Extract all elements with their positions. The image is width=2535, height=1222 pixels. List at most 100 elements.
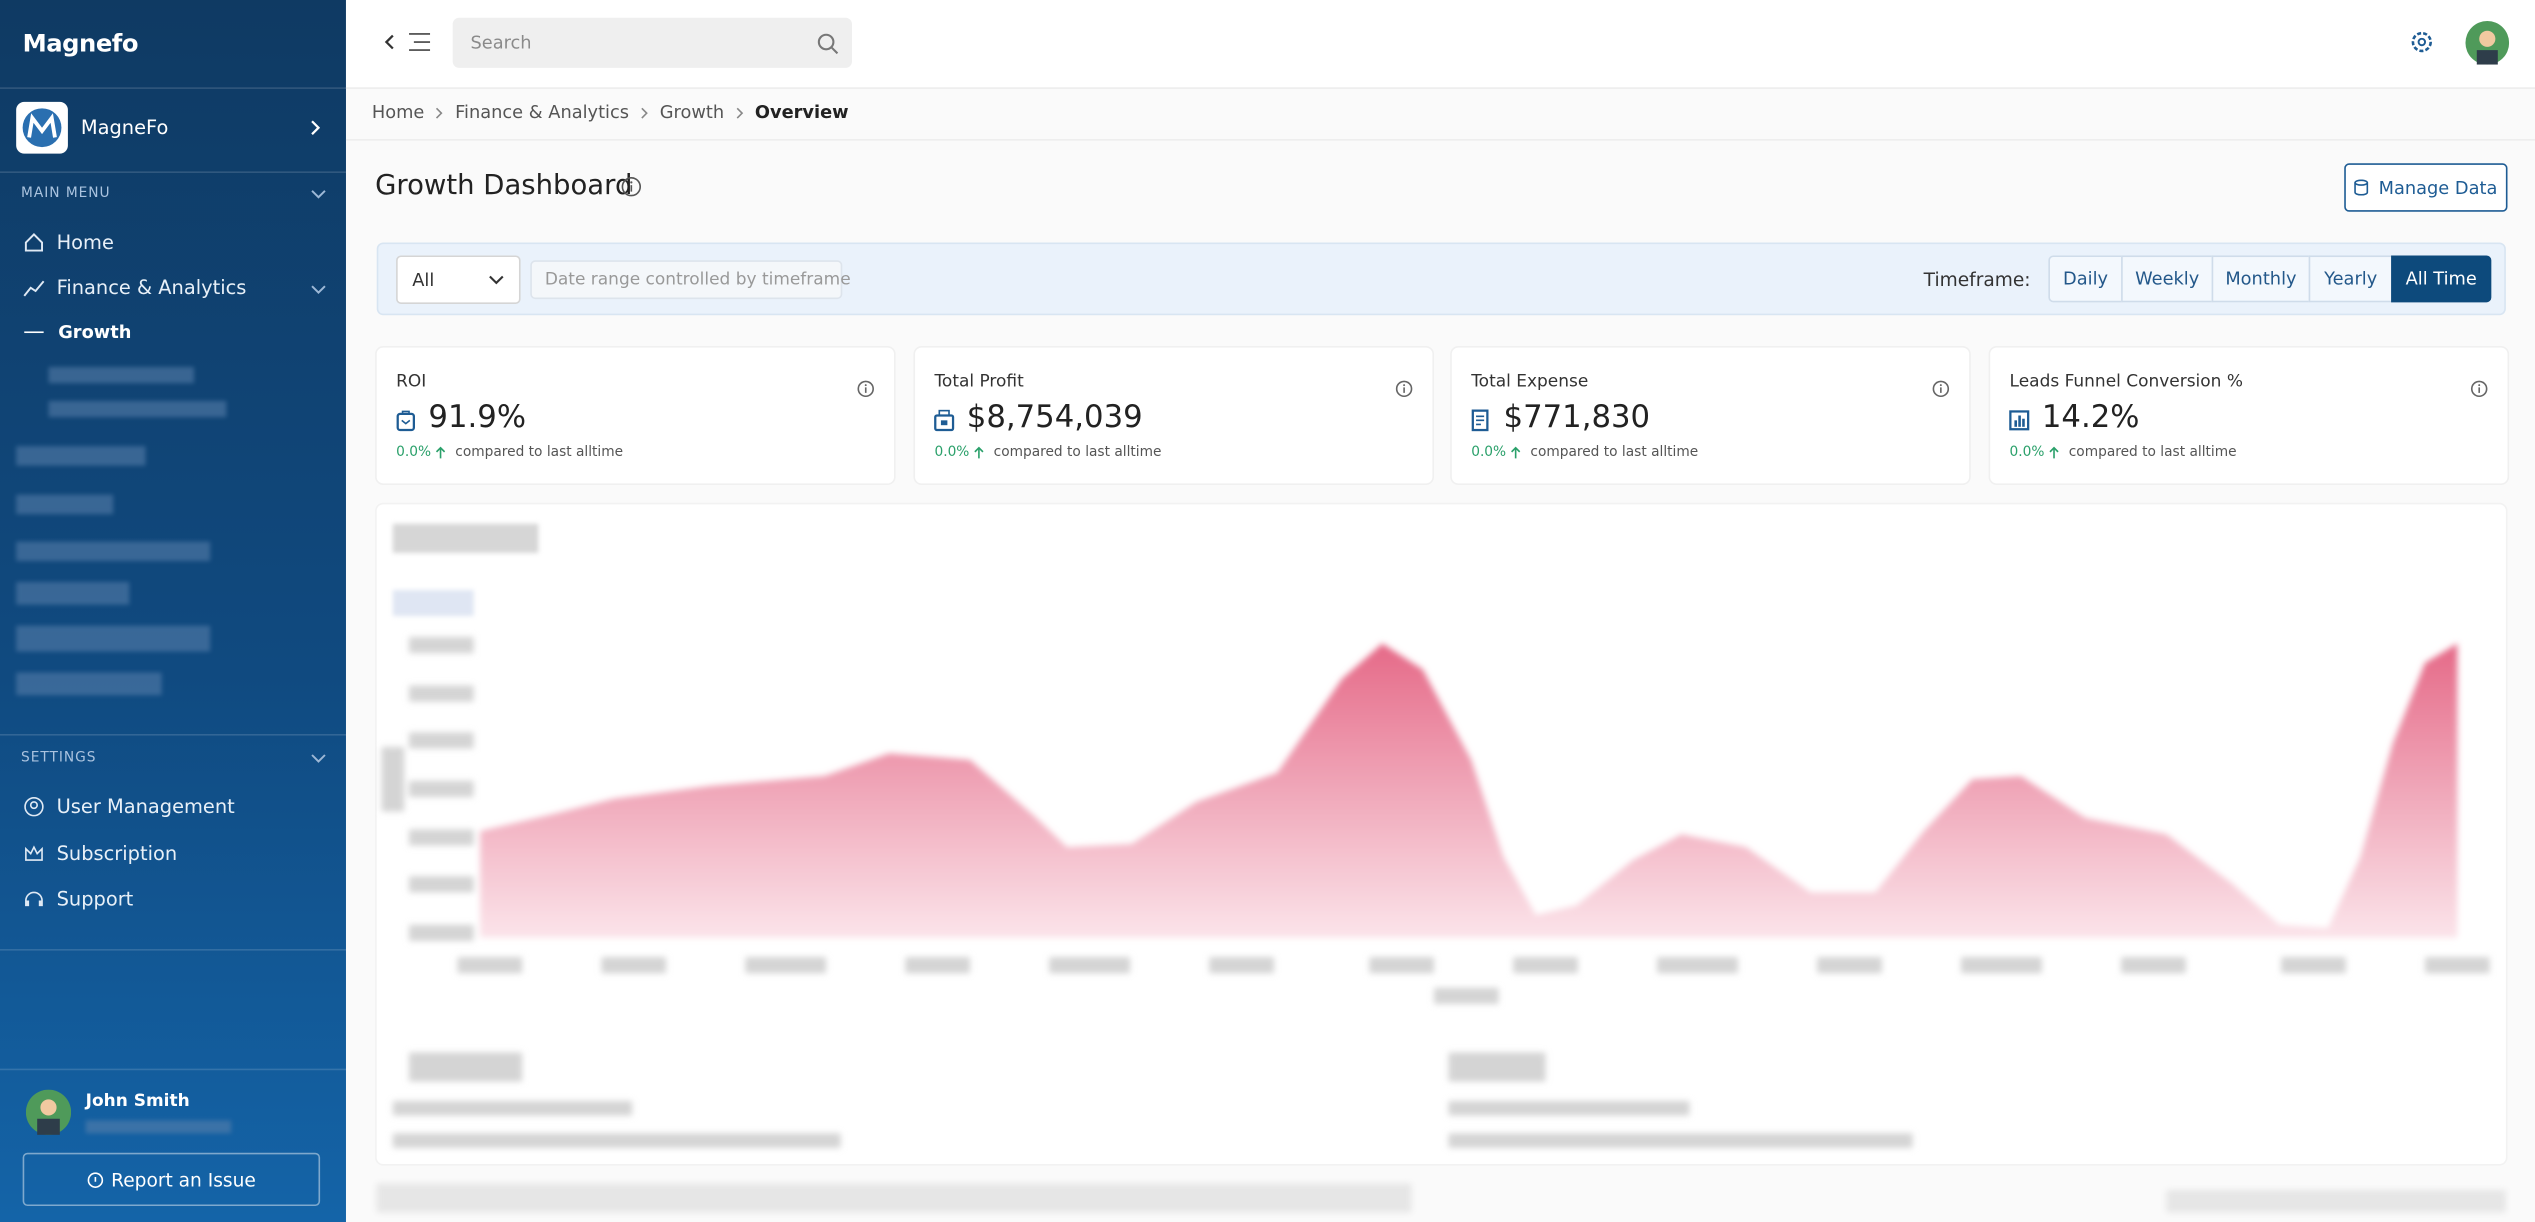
- kpi-change-row: 0.0% compared to last alltime: [934, 445, 1161, 461]
- kpi-icon: [394, 407, 417, 432]
- kpi-value: 14.2%: [2041, 399, 2140, 435]
- kpi-change: 0.0%: [396, 444, 432, 461]
- search-placeholder: Search: [470, 32, 532, 54]
- separator: [736, 106, 744, 118]
- menu-item[interactable]: Finance & Analytics: [23, 276, 247, 300]
- timeframe-label: Timeframe:: [1923, 268, 2031, 292]
- submenu-active[interactable]: Growth: [58, 321, 132, 343]
- blurred-item: [48, 400, 227, 418]
- up-arrow: [973, 446, 984, 459]
- blurred-item: [16, 541, 211, 561]
- divider: [0, 1068, 346, 1071]
- blurred-item: [16, 494, 114, 515]
- profile-avatar[interactable]: [2465, 21, 2510, 65]
- kpi-title: Leads Funnel Conversion %: [2009, 371, 2243, 392]
- timeframe-button[interactable]: Daily: [2048, 255, 2123, 303]
- kpi-value: $771,830: [1503, 399, 1651, 435]
- up-arrow: [2048, 446, 2059, 459]
- divider: [345, 139, 2535, 141]
- separator: [436, 106, 444, 118]
- kpi-change-row: 0.0% compared to last alltime: [2010, 445, 2237, 461]
- timeframe-button[interactable]: All Time: [2391, 255, 2492, 303]
- info-icon[interactable]: [1395, 373, 1413, 398]
- sidebar: Magnefo MagneFo MAIN MENU Home Finance &…: [0, 0, 346, 1222]
- info-icon[interactable]: [2470, 373, 2488, 398]
- menu-button[interactable]: [409, 32, 432, 51]
- kpi-note: compared to last alltime: [455, 444, 624, 461]
- manage-data-button[interactable]: Manage Data: [2344, 163, 2508, 212]
- chevron: [311, 285, 326, 294]
- menu-text: Support: [56, 887, 134, 911]
- menu-item[interactable]: Support: [23, 887, 134, 911]
- search-box[interactable]: Search: [452, 17, 853, 68]
- blurred-item: [48, 366, 195, 384]
- search-icon: [817, 33, 839, 55]
- crumb[interactable]: Growth: [659, 101, 725, 123]
- menu-label: SETTINGS: [21, 750, 97, 767]
- back-button[interactable]: [382, 32, 398, 51]
- button-text: Manage Data: [2378, 177, 2498, 199]
- crumb[interactable]: Home: [371, 101, 425, 123]
- kpi-title: Total Profit: [934, 371, 1024, 392]
- dash: [24, 331, 44, 334]
- chevron: [311, 190, 326, 199]
- blurred-item: [16, 446, 146, 466]
- divider: [0, 949, 346, 951]
- menu-item[interactable]: User Management: [23, 795, 235, 818]
- breadcrumb: Home Finance & Analytics Growth Overview: [372, 102, 849, 123]
- brand: Magnefo: [22, 29, 139, 59]
- kpi-icon: [933, 407, 956, 432]
- button-text: Report an Issue: [111, 1168, 256, 1191]
- kpi-change: 0.0%: [934, 444, 970, 461]
- timeframe-button[interactable]: Weekly: [2121, 255, 2214, 303]
- kpi-value: $8,754,039: [966, 399, 1143, 435]
- blurred-title: [392, 523, 539, 553]
- kpi-card: Total Expense $771,830 0.0% compared to las…: [1451, 347, 1970, 484]
- chevron: [489, 275, 504, 285]
- page-title: Growth Dashboard: [375, 169, 633, 203]
- kpi-icon: [1470, 407, 1493, 432]
- select-value: All: [412, 269, 435, 292]
- user-avatar[interactable]: [25, 1089, 72, 1135]
- settings-button[interactable]: [2410, 31, 2433, 54]
- kpi-card: ROI 91.9% 0.0% compared to last alltime: [376, 347, 895, 484]
- separator: [641, 106, 648, 118]
- timeframe-button[interactable]: Monthly: [2211, 255, 2311, 303]
- workspace-name[interactable]: MagneFo: [80, 116, 169, 140]
- blurred-email: [85, 1120, 232, 1134]
- kpi-value: 91.9%: [428, 399, 527, 435]
- up-arrow: [1509, 446, 1520, 459]
- topbar: Search: [345, 0, 2535, 89]
- divider: [0, 733, 346, 736]
- menu-text: Finance & Analytics: [56, 276, 247, 300]
- up-arrow: [434, 446, 445, 459]
- info-icon[interactable]: [621, 176, 642, 197]
- kpi-title: ROI: [396, 371, 427, 392]
- info-icon[interactable]: [1932, 373, 1950, 398]
- kpi-change-row: 0.0% compared to last alltime: [396, 445, 623, 461]
- database-icon: [2354, 179, 2369, 196]
- blurred-item: [16, 625, 211, 652]
- timeframe-button[interactable]: Yearly: [2308, 255, 2393, 303]
- kpi-card: Total Profit $8,754,039 0.0% compared to la…: [915, 347, 1433, 484]
- report-button[interactable]: Report an Issue: [22, 1152, 321, 1207]
- blurred-item: [16, 582, 130, 605]
- kpi-note: compared to last alltime: [993, 444, 1162, 461]
- kpi-card: Leads Funnel Conversion % 14.2% 0.0% compar…: [1990, 347, 2508, 484]
- info-icon[interactable]: [857, 373, 875, 398]
- menu-text: User Management: [56, 795, 235, 819]
- kpi-note: compared to last alltime: [2068, 444, 2237, 461]
- date-range-input[interactable]: Date range controlled by timeframe: [530, 260, 851, 300]
- menu-item[interactable]: Subscription: [23, 842, 177, 865]
- kpi-note: compared to last alltime: [1530, 444, 1699, 461]
- workspace-logo: [16, 101, 68, 154]
- crumb[interactable]: Finance & Analytics: [455, 101, 630, 123]
- filter-select[interactable]: All: [396, 255, 521, 304]
- date-placeholder: Date range controlled by timeframe: [544, 269, 851, 290]
- divider: [0, 171, 346, 173]
- menu-item[interactable]: Home: [23, 231, 114, 254]
